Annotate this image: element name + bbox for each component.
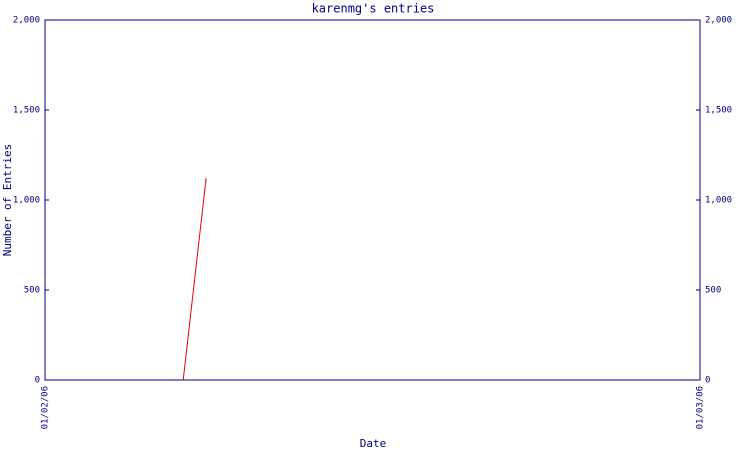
y-axis-label: Number of Entries: [1, 144, 14, 257]
y-tick-label: 0: [35, 376, 40, 386]
y-tick-label: 1,500: [13, 106, 40, 116]
x-tick-label: 01/03/06: [696, 386, 706, 429]
y-tick-label: 1,000: [13, 196, 40, 206]
y2-tick-label: 1,000: [705, 196, 732, 206]
y2-tick-label: 0: [705, 376, 710, 386]
y2-tick-label: 2,000: [705, 16, 732, 26]
plot-frame: [44, 19, 701, 381]
x-tick-label: 01/02/06: [41, 386, 51, 429]
y-tick-label: 500: [24, 286, 40, 296]
y2-tick-label: 1,500: [705, 106, 732, 116]
y-tick-label: 2,000: [13, 16, 40, 26]
chart-title: karenmg's entries: [312, 2, 435, 16]
data-line: [182, 177, 207, 381]
x-axis-label: Date: [360, 437, 387, 450]
y2-tick-label: 500: [705, 286, 721, 296]
